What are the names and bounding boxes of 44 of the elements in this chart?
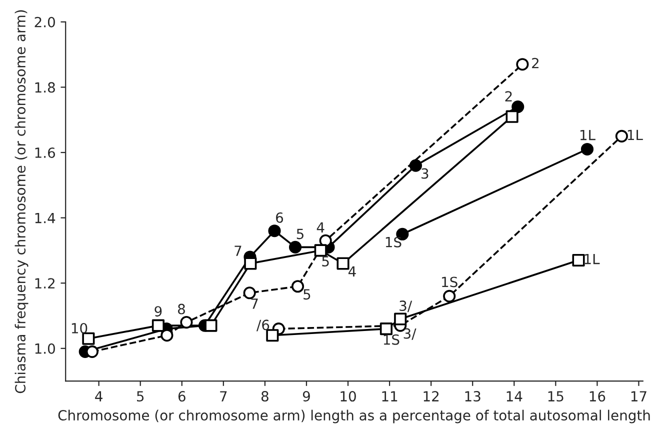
annotation: 3/ (404, 328, 416, 340)
y-tick-label: 1.2 (35, 278, 54, 288)
x-tick-label: 17 (631, 391, 646, 402)
annotation: 5 (304, 289, 310, 300)
x-tick-label: 11 (382, 391, 398, 402)
y-tick-label: 1.4 (35, 212, 56, 224)
x-tick-label: 5 (137, 391, 144, 402)
annotation: 6 (276, 212, 284, 223)
annotation: 1S (386, 236, 402, 248)
annotation: 1L (580, 130, 596, 140)
x-tick-label: 7 (220, 391, 227, 402)
x-tick-label: 14 (506, 391, 522, 402)
y-tick-label: 1.8 (35, 82, 55, 93)
annotation: /6 (256, 320, 270, 332)
x-tick-label: 12 (424, 391, 439, 402)
annotation: 7 (251, 298, 258, 309)
annotation: 3 (422, 168, 428, 179)
annotation: 2 (505, 91, 512, 102)
x-tick-label: 8 (261, 391, 268, 402)
annotation: 1S (384, 334, 400, 345)
annotation: 2 (532, 58, 538, 68)
x-tick-label: 10 (340, 391, 356, 402)
annotation: 5 (322, 256, 329, 266)
annotation: 1S (442, 276, 458, 288)
y-tick-label: 1.6 (35, 147, 56, 158)
x-tick-label: 4 (95, 391, 102, 402)
annotation: 7 (234, 246, 242, 256)
annotation: 9 (154, 306, 162, 317)
annotation: 1L (628, 130, 643, 140)
annotation: 3/ (400, 300, 412, 312)
annotation: 4 (316, 222, 324, 232)
x-axis-title: Chromosome (or chromosome arm) length as a percentage of total autosomal length (58, 410, 650, 424)
x-tick-label: 13 (465, 391, 480, 402)
annotation: 5 (296, 228, 304, 240)
x-tick-label: 6 (178, 391, 186, 402)
y-tick-label: 1.0 (35, 343, 55, 354)
x-tick-label: 9 (302, 391, 310, 402)
y-axis-title: Chiasma frequency chromosome (or chromosome arm) (14, 10, 28, 394)
annotation: 10 (72, 322, 88, 334)
annotation: 4 (348, 266, 356, 277)
y-tick-label: 2.0 (34, 16, 55, 28)
annotation: 8 (178, 304, 185, 314)
x-tick-label: 16 (590, 391, 606, 402)
x-tick-label: 15 (548, 391, 564, 402)
